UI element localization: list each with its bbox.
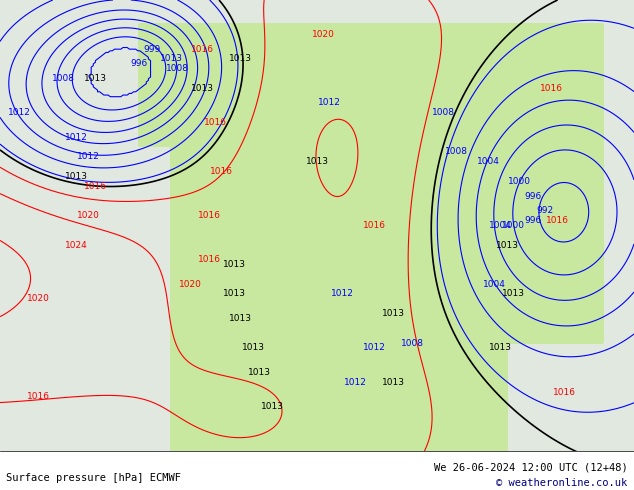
Text: 1020: 1020	[179, 280, 202, 289]
Text: 1013: 1013	[496, 241, 519, 249]
Text: 1008: 1008	[401, 339, 424, 347]
Text: 1016: 1016	[540, 84, 563, 93]
Text: 1013: 1013	[223, 260, 246, 269]
Text: 1012: 1012	[318, 98, 341, 107]
Text: 1013: 1013	[261, 402, 284, 411]
Text: 1000: 1000	[508, 177, 531, 186]
Text: © weatheronline.co.uk: © weatheronline.co.uk	[496, 478, 628, 488]
Text: 1013: 1013	[382, 309, 404, 318]
Text: 1013: 1013	[489, 343, 512, 352]
Text: 996: 996	[524, 216, 541, 225]
Text: 1020: 1020	[77, 211, 100, 220]
Text: 1008: 1008	[52, 74, 75, 83]
Text: 1013: 1013	[230, 54, 252, 63]
Text: 1013: 1013	[249, 368, 271, 377]
Text: 1004: 1004	[483, 280, 506, 289]
Text: 1016: 1016	[553, 388, 576, 396]
Text: 1013: 1013	[382, 378, 404, 387]
Text: 1013: 1013	[502, 290, 525, 298]
Text: 1016: 1016	[27, 392, 49, 401]
Text: 1013: 1013	[191, 84, 214, 93]
Text: 1012: 1012	[77, 152, 100, 161]
Text: 1012: 1012	[8, 108, 30, 117]
Text: 992: 992	[536, 206, 554, 215]
Text: 1012: 1012	[363, 343, 385, 352]
Text: 1016: 1016	[547, 216, 569, 225]
Text: 1012: 1012	[344, 378, 366, 387]
Text: 1004: 1004	[477, 157, 500, 166]
Text: 1020: 1020	[312, 30, 335, 39]
Text: 1016: 1016	[198, 211, 221, 220]
Text: 1016: 1016	[204, 118, 227, 127]
Text: 1016: 1016	[191, 45, 214, 53]
Text: 1024: 1024	[65, 241, 87, 249]
Text: 996: 996	[131, 59, 148, 68]
Text: 1012: 1012	[331, 290, 354, 298]
Text: 1013: 1013	[223, 290, 246, 298]
Text: 1020: 1020	[27, 294, 49, 303]
Text: Surface pressure [hPa] ECMWF: Surface pressure [hPa] ECMWF	[6, 473, 181, 483]
Text: 1008: 1008	[445, 147, 468, 156]
Text: 1016: 1016	[210, 167, 233, 176]
Text: 1013: 1013	[230, 314, 252, 323]
Text: 996: 996	[524, 192, 541, 200]
Text: 1013: 1013	[84, 74, 107, 83]
Text: 1012: 1012	[65, 133, 87, 142]
Text: 1016: 1016	[84, 182, 107, 191]
Text: 1008: 1008	[432, 108, 455, 117]
Text: 1016: 1016	[198, 255, 221, 264]
Text: 1000: 1000	[502, 221, 525, 230]
Text: 1013: 1013	[65, 172, 87, 181]
Text: 1013: 1013	[242, 343, 265, 352]
Bar	[0, 451, 634, 490]
Text: 1004: 1004	[489, 221, 512, 230]
Text: 1008: 1008	[166, 64, 189, 73]
Text: 1013: 1013	[306, 157, 328, 166]
Text: 999: 999	[143, 45, 161, 53]
Text: We 26-06-2024 12:00 UTC (12+48): We 26-06-2024 12:00 UTC (12+48)	[434, 463, 628, 473]
Text: 1016: 1016	[363, 221, 385, 230]
Text: 1013: 1013	[160, 54, 183, 63]
